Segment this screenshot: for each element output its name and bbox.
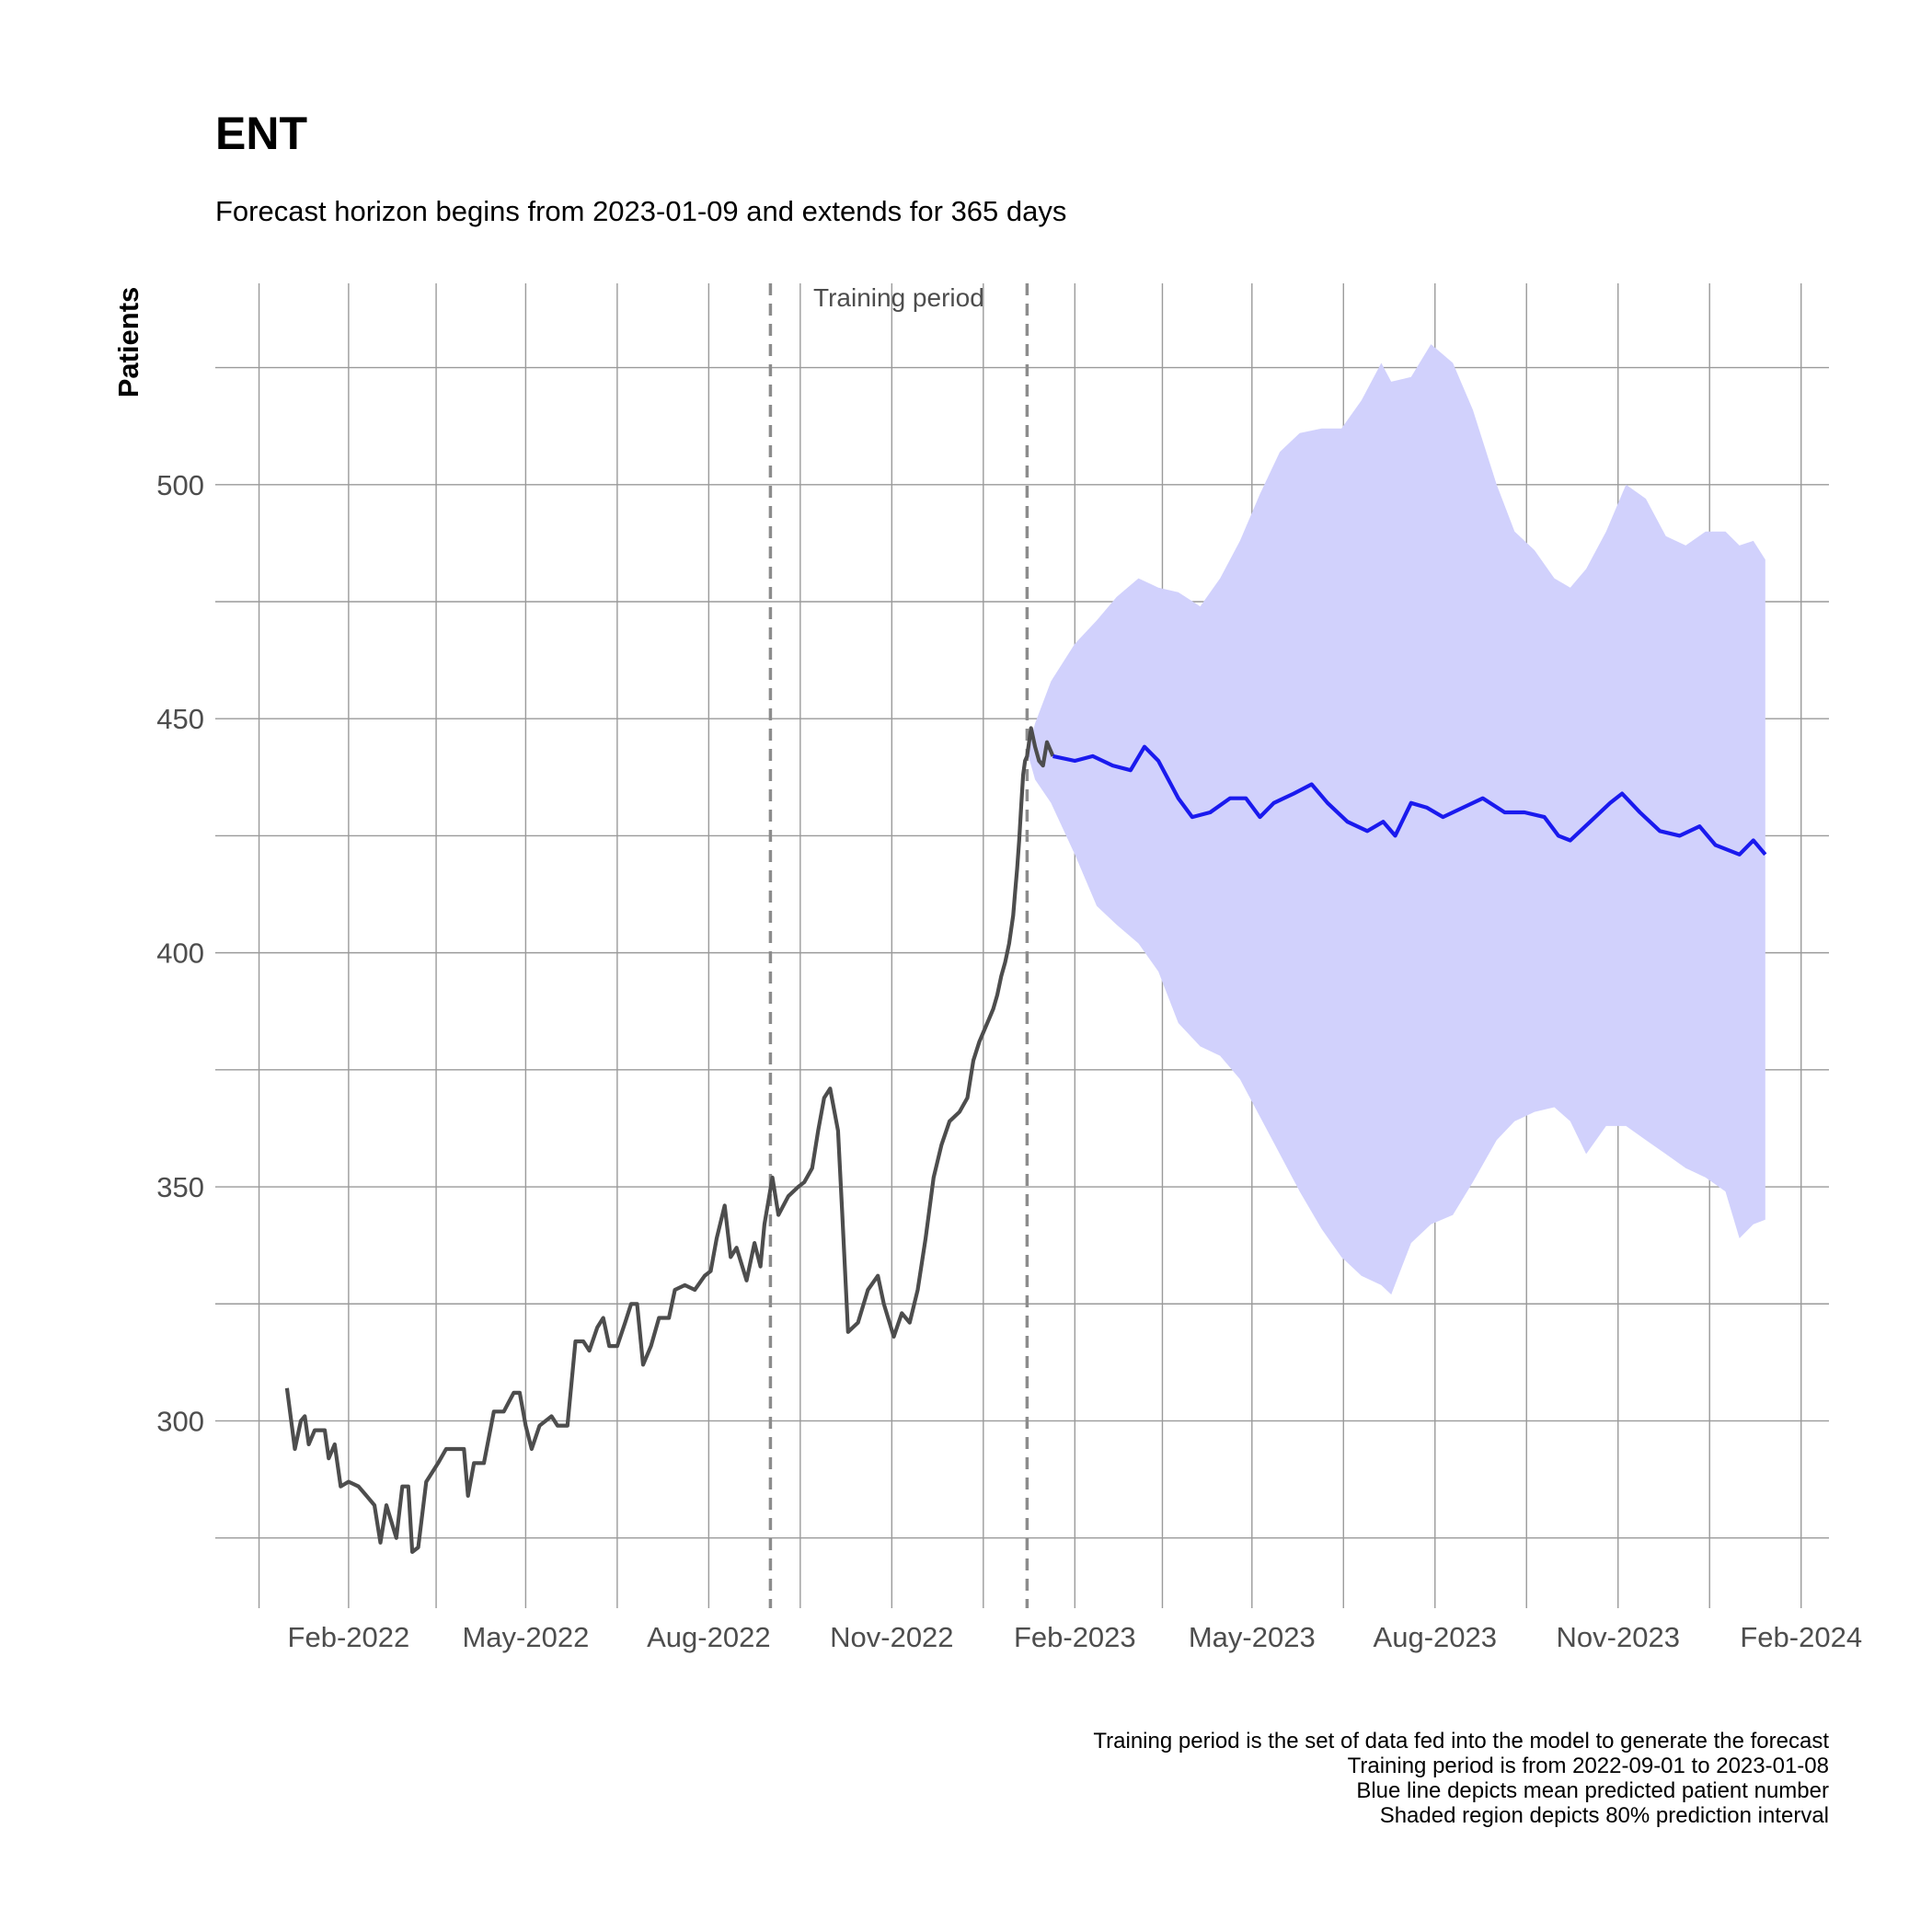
y-tick-label: 300	[156, 1405, 204, 1437]
x-tick-label: May-2023	[1189, 1621, 1316, 1653]
caption-line: Training period is the set of data fed i…	[1093, 1729, 1829, 1754]
chart-title: ENT	[215, 108, 307, 159]
x-tick-label: Aug-2022	[647, 1621, 770, 1653]
x-axis-ticks: Feb-2022 May-2022 Aug-2022 Nov-2022 Feb-2023…	[288, 1621, 1863, 1653]
caption-line: Shaded region depicts 80% prediction int…	[1380, 1803, 1829, 1828]
caption: Training period is the set of data fed i…	[1093, 1729, 1829, 1828]
chart-subtitle: Forecast horizon begins from 2023-01-09 …	[215, 195, 1066, 227]
y-tick-label: 350	[156, 1171, 204, 1203]
y-axis-ticks: 300 350 400 450 500	[156, 469, 204, 1438]
y-tick-label: 450	[156, 703, 204, 735]
training-period-label: Training period	[813, 283, 984, 312]
caption-line: Training period is from 2022-09-01 to 20…	[1348, 1754, 1829, 1778]
y-tick-label: 500	[156, 469, 204, 501]
y-axis-label: Patients	[112, 287, 144, 398]
prediction-interval-band	[1027, 344, 1765, 1295]
x-tick-label: May-2022	[462, 1621, 589, 1653]
x-tick-label: Nov-2023	[1557, 1621, 1680, 1653]
x-tick-label: Feb-2024	[1740, 1621, 1862, 1653]
x-tick-label: Feb-2023	[1014, 1621, 1136, 1653]
training-period-markers	[768, 283, 1029, 1608]
forecast-mean-line	[1052, 744, 1767, 857]
x-tick-label: Feb-2022	[288, 1621, 410, 1653]
x-tick-label: Nov-2022	[830, 1621, 953, 1653]
actual-series-line	[284, 726, 1055, 1554]
caption-line: Blue line depicts mean predicted patient…	[1356, 1778, 1829, 1803]
x-tick-label: Aug-2023	[1374, 1621, 1497, 1653]
y-tick-label: 400	[156, 937, 204, 970]
